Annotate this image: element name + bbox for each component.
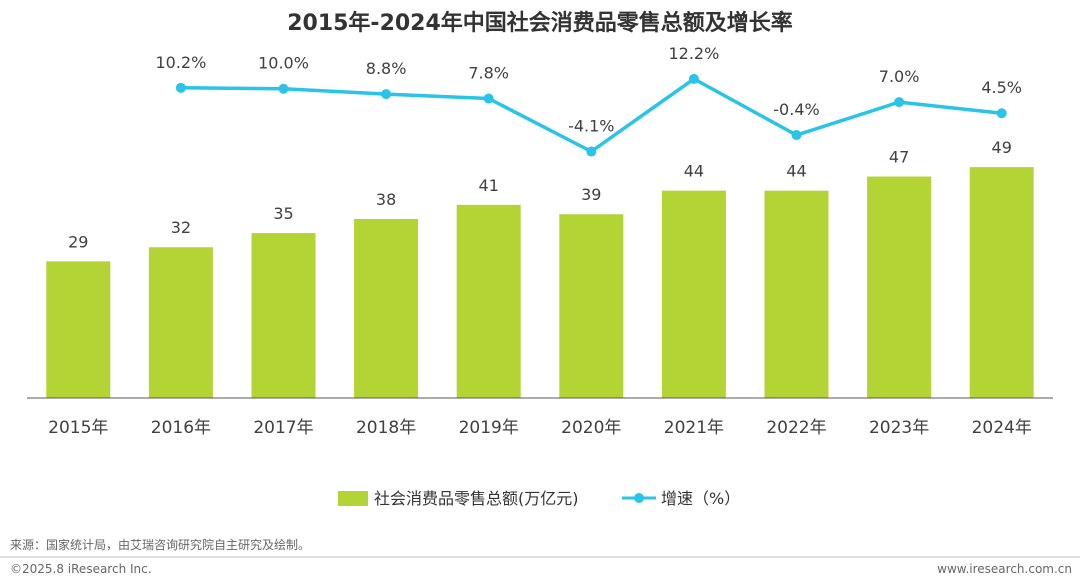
growth-value-label: 8.8% bbox=[366, 59, 407, 78]
growth-point bbox=[381, 89, 392, 100]
x-axis: 2015年 2016年 2017年 2018年 2019年 2020年 2021年 2022年… bbox=[27, 397, 1053, 438]
bar-value-label: 39 bbox=[581, 185, 601, 204]
bar bbox=[46, 261, 111, 398]
growth-point bbox=[586, 146, 597, 157]
bar-value-label: 44 bbox=[684, 162, 704, 181]
x-tick-label: 2021年 bbox=[664, 418, 724, 438]
legend: 社会消费品零售总额(万亿元) 增速（%） bbox=[338, 489, 740, 508]
growth-point bbox=[483, 93, 494, 104]
bar bbox=[354, 218, 419, 398]
bar-value-label: 41 bbox=[479, 176, 499, 195]
growth-point bbox=[996, 108, 1007, 119]
x-tick-label: 2015年 bbox=[48, 418, 108, 438]
bar bbox=[969, 167, 1034, 398]
x-tick-label: 2024年 bbox=[972, 418, 1032, 438]
x-tick-label: 2016年 bbox=[151, 418, 211, 438]
growth-point bbox=[791, 130, 802, 141]
source-note: 来源：国家统计局，由艾瑞咨询研究院自主研究及绘制。 bbox=[10, 537, 310, 552]
bar-value-label: 38 bbox=[376, 190, 396, 209]
legend-bar-label: 社会消费品零售总额(万亿元) bbox=[374, 489, 579, 508]
growth-value-label: 12.2% bbox=[668, 44, 719, 63]
x-tick-label: 2020年 bbox=[561, 418, 621, 438]
bar bbox=[251, 233, 316, 398]
x-tick-label: 2018年 bbox=[356, 418, 416, 438]
x-tick-label: 2022年 bbox=[766, 418, 826, 438]
growth-point bbox=[175, 82, 186, 93]
growth-value-label: -0.4% bbox=[773, 100, 819, 119]
bar bbox=[456, 204, 521, 398]
x-tick-label: 2023年 bbox=[869, 418, 929, 438]
bar bbox=[559, 214, 624, 398]
footer: 来源：国家统计局，由艾瑞咨询研究院自主研究及绘制。 ©2025.8 iResea… bbox=[0, 537, 1080, 576]
line-series: 10.2% 10.0% 8.8% 7.8% -4.1% 12.2% -0.4% 7.0% 4.5… bbox=[155, 44, 1022, 157]
growth-value-label: 10.2% bbox=[155, 53, 206, 72]
bar-value-label: 29 bbox=[68, 232, 88, 251]
bar bbox=[148, 247, 213, 398]
bar-value-label: 35 bbox=[273, 204, 293, 223]
growth-value-label: 10.0% bbox=[258, 54, 309, 73]
growth-value-label: -4.1% bbox=[568, 117, 614, 136]
bar-value-label: 32 bbox=[171, 218, 191, 237]
growth-value-label: 4.5% bbox=[981, 78, 1022, 97]
legend-bar-swatch bbox=[338, 491, 368, 506]
x-tick-label: 2017年 bbox=[253, 418, 313, 438]
growth-point bbox=[688, 73, 699, 84]
bar-value-label: 47 bbox=[889, 148, 909, 167]
chart-title: 2015年-2024年中国社会消费品零售总额及增长率 bbox=[287, 10, 793, 36]
bar bbox=[661, 190, 726, 398]
legend-line-label: 增速（%） bbox=[661, 489, 740, 508]
growth-point bbox=[278, 83, 289, 94]
bar bbox=[867, 176, 932, 398]
copyright-text: ©2025.8 iResearch Inc. bbox=[10, 562, 152, 576]
bar-value-label: 49 bbox=[992, 138, 1012, 157]
growth-value-label: 7.8% bbox=[468, 64, 509, 83]
bar-value-label: 44 bbox=[786, 162, 806, 181]
website-text: www.iresearch.com.cn bbox=[937, 562, 1072, 576]
growth-point bbox=[894, 97, 905, 108]
growth-line bbox=[179, 77, 1004, 154]
legend-line-marker bbox=[634, 493, 644, 503]
growth-value-label: 7.0% bbox=[879, 67, 920, 86]
bar bbox=[764, 190, 829, 398]
x-tick-label: 2019年 bbox=[459, 418, 519, 438]
bar-series: 29 32 35 38 41 39 44 44 47 49 bbox=[46, 138, 1034, 398]
